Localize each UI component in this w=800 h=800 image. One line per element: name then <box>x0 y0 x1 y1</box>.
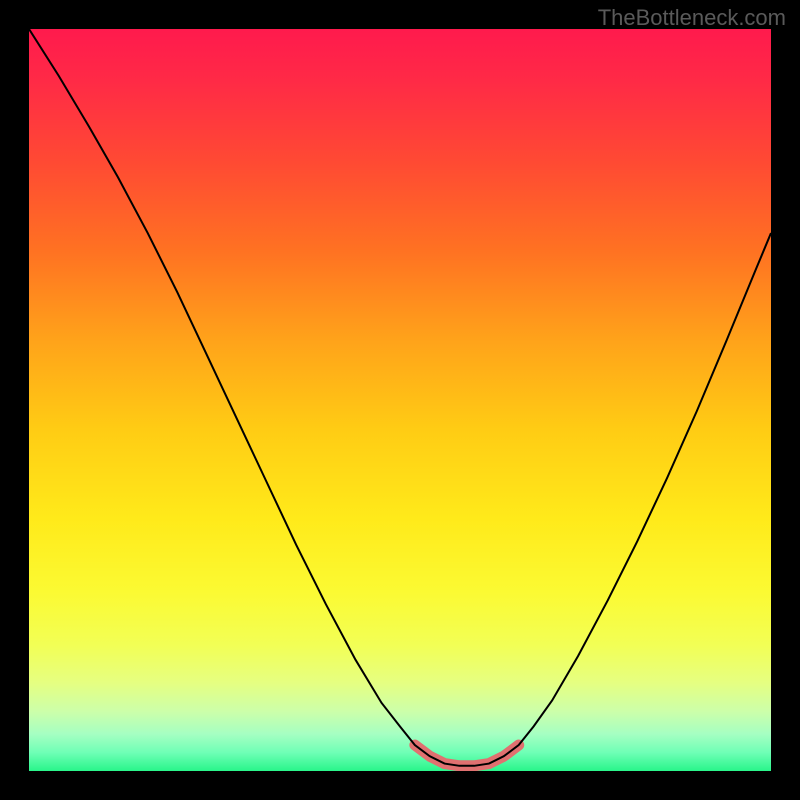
chart-plot-area <box>29 29 771 771</box>
watermark-text: TheBottleneck.com <box>598 5 786 31</box>
chart-curves <box>29 29 771 771</box>
main-curve <box>29 29 771 766</box>
